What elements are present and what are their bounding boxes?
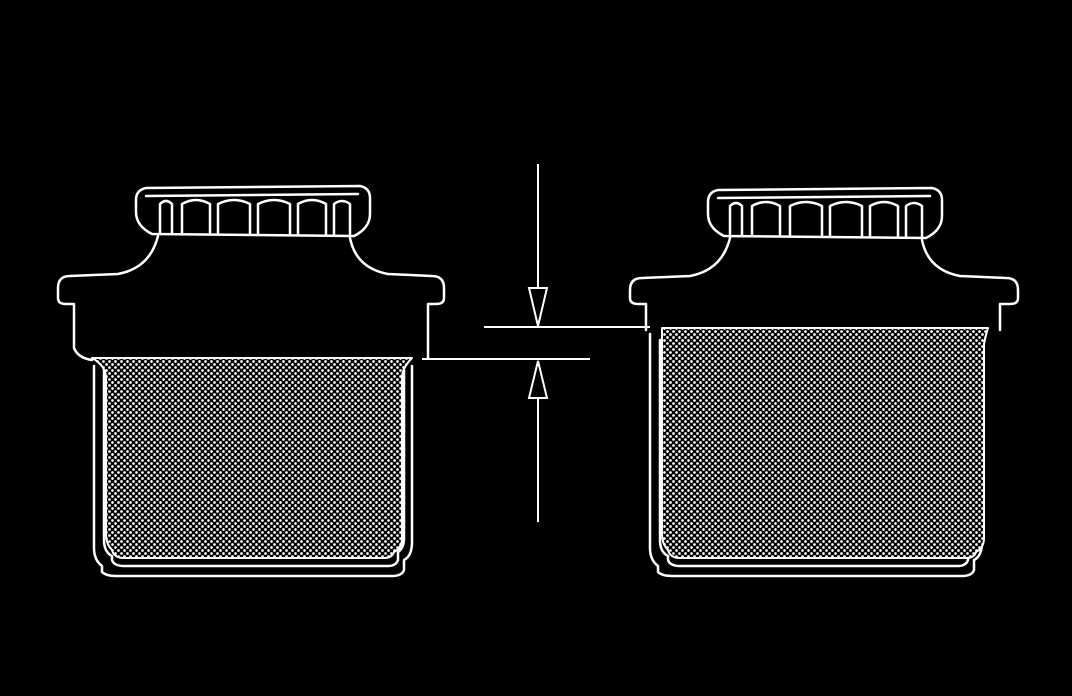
neck-right [628, 236, 732, 332]
cap-left [134, 184, 372, 238]
body-inner-left [102, 368, 406, 568]
fluid-right [661, 327, 989, 559]
level-difference-dimension [422, 164, 650, 522]
arrow-down-icon [527, 287, 549, 327]
cap-right [706, 186, 944, 240]
body-outer-left [92, 364, 414, 578]
fluid-left [91, 357, 413, 559]
reservoir-right [628, 186, 1020, 578]
body-outer-right [648, 332, 984, 578]
reservoir-left [56, 184, 446, 578]
neck-left [56, 234, 160, 362]
arrow-up-icon [527, 360, 549, 399]
